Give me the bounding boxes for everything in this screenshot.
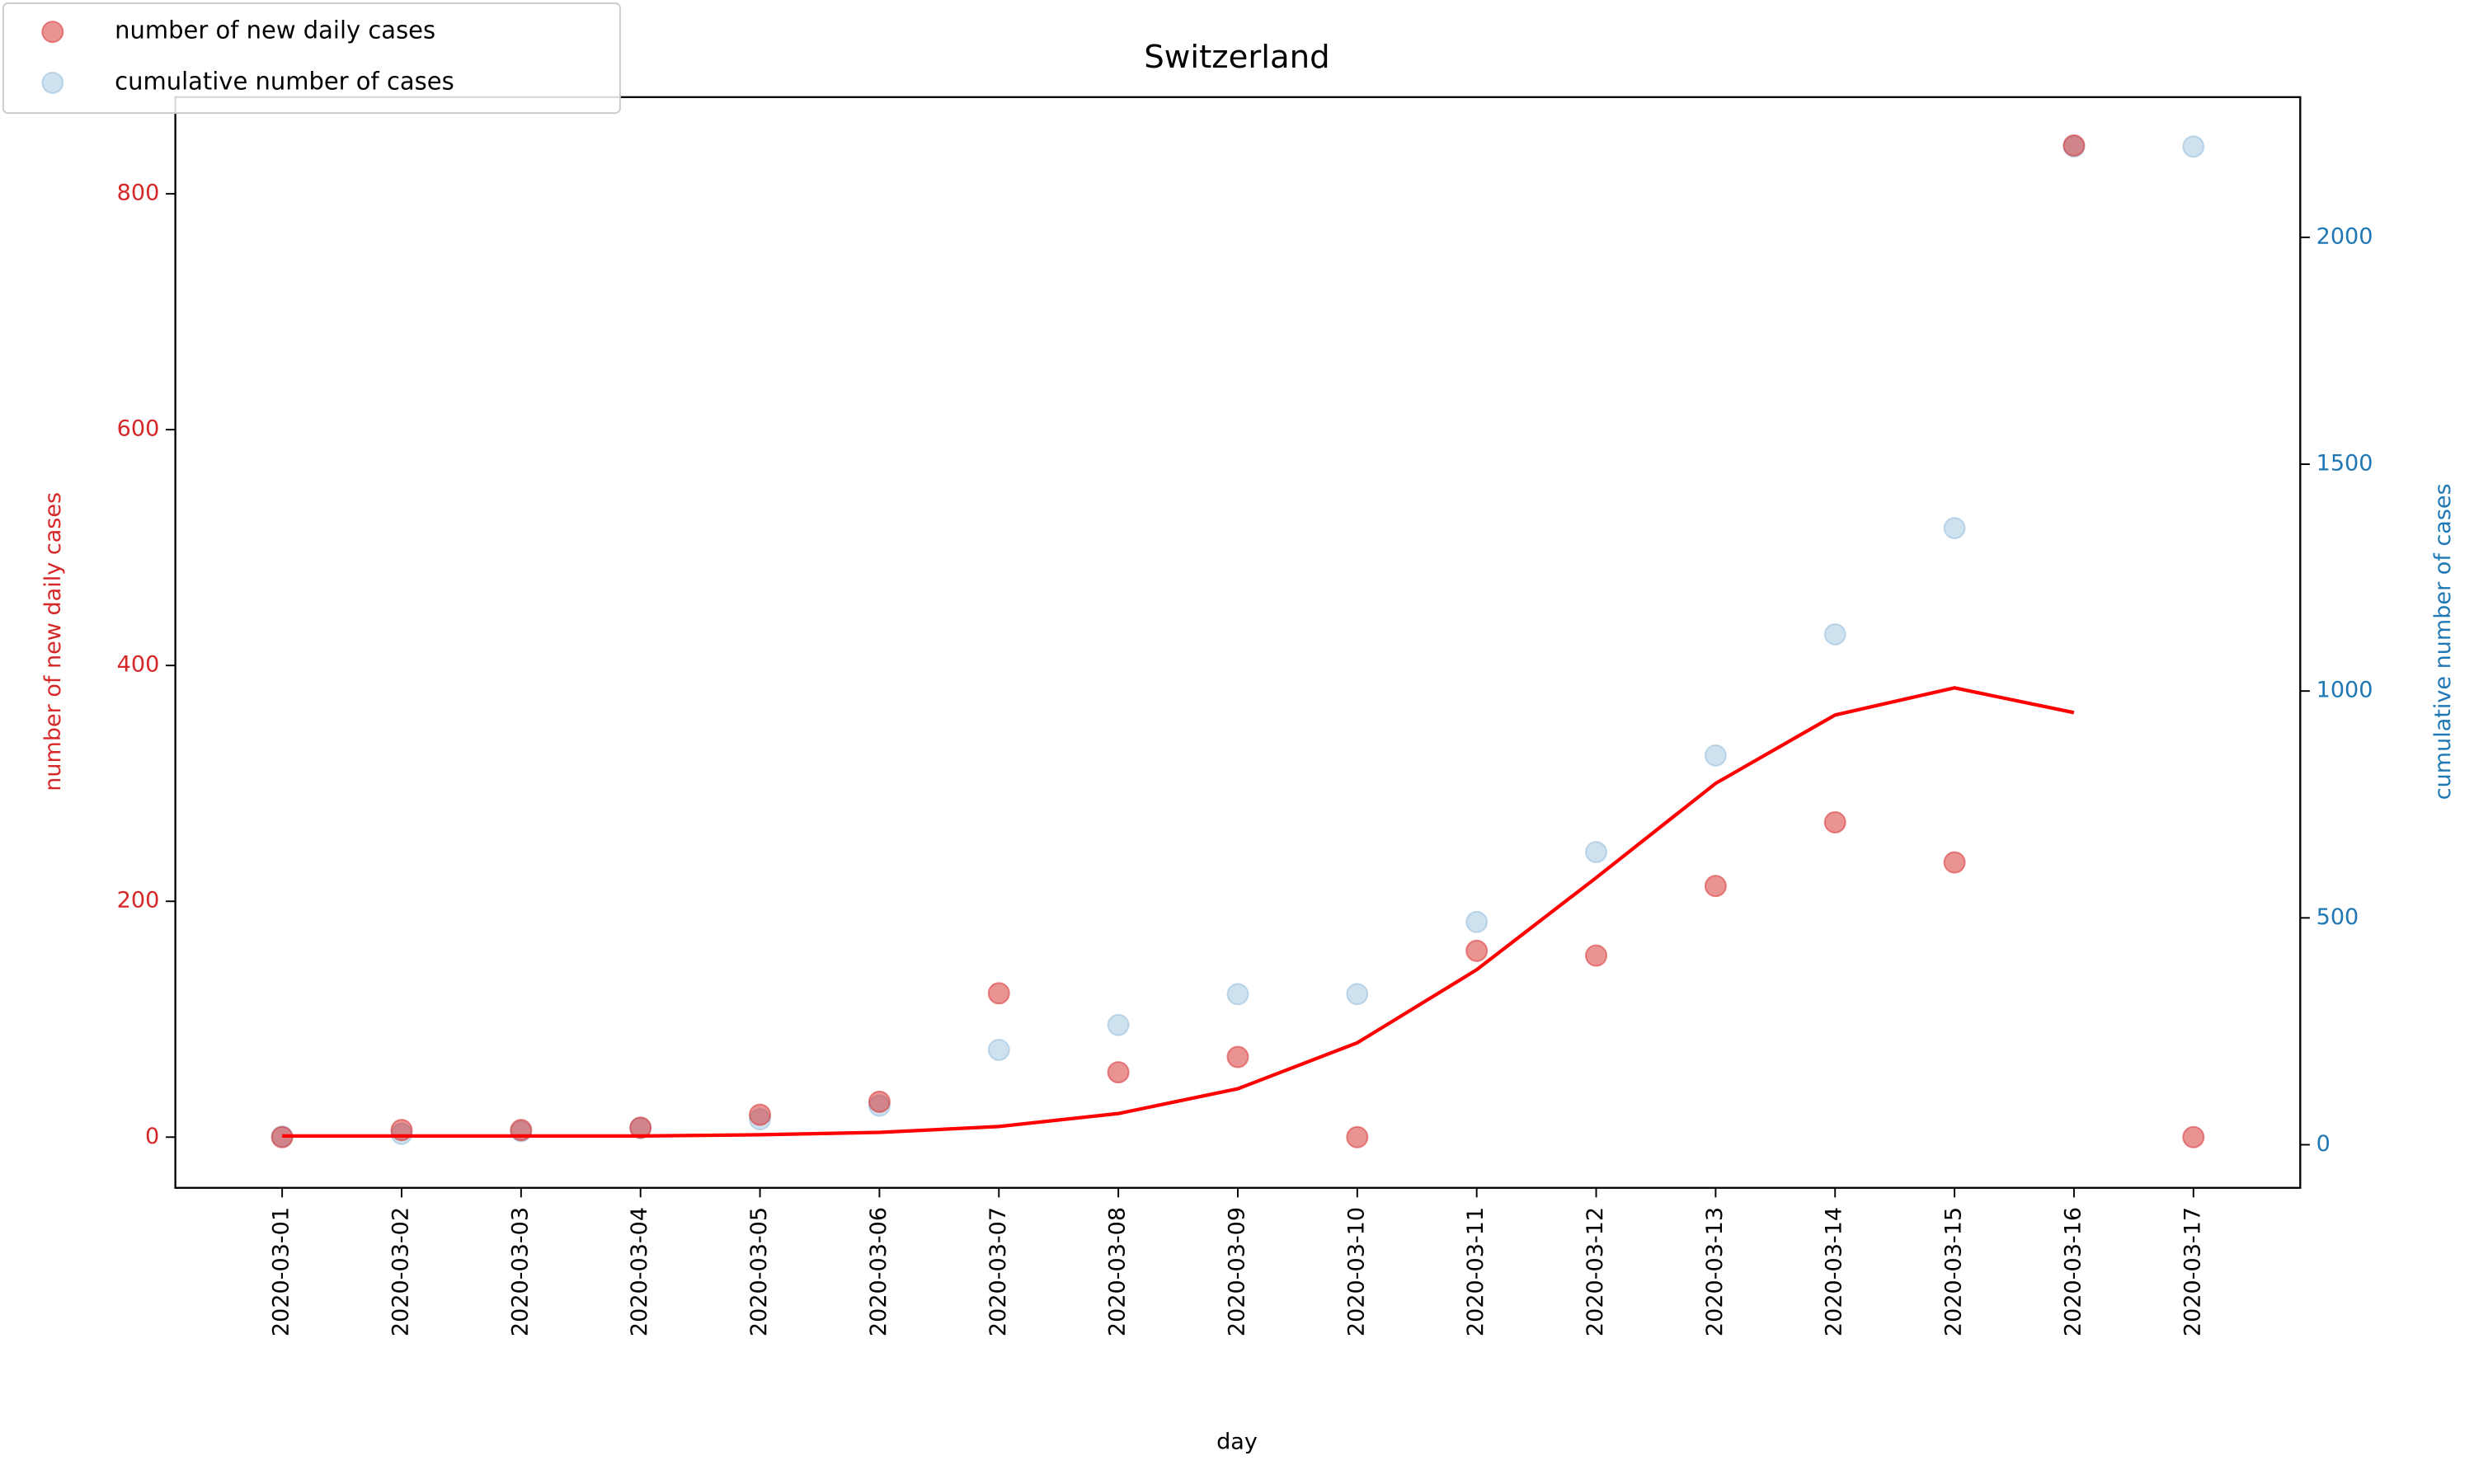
x-tick-label: 2020-03-16 [2060, 1207, 2086, 1336]
point [1584, 944, 1608, 967]
y-tick-label: 400 [117, 652, 160, 678]
y2-tick-label: 1500 [2316, 451, 2373, 477]
point [868, 1090, 891, 1113]
point [1107, 1013, 1130, 1036]
x-tick-label: 2020-03-05 [746, 1207, 772, 1336]
y-tick-label: 200 [117, 888, 160, 913]
x-tick-label: 2020-03-12 [1583, 1207, 1608, 1336]
point [1823, 810, 1846, 834]
legend-marker [41, 21, 64, 44]
legend-box [2, 2, 621, 115]
point [1346, 983, 1369, 1006]
x-tick-label: 2020-03-14 [1822, 1207, 1847, 1336]
legend-label: number of new daily cases [115, 16, 435, 45]
x-tick-label: 2020-03-01 [269, 1207, 294, 1336]
x-tick-label: 2020-03-08 [1105, 1207, 1131, 1336]
x-tick-label: 2020-03-02 [388, 1207, 413, 1336]
point [1943, 517, 1966, 540]
x-tick-label: 2020-03-09 [1224, 1207, 1249, 1336]
point [1107, 1061, 1130, 1084]
y-axis-label: number of new daily cases [40, 492, 66, 791]
point [2182, 1125, 2205, 1148]
legend-label: cumulative number of cases [115, 67, 454, 95]
point [1823, 622, 1846, 646]
x-tick-label: 2020-03-13 [1702, 1207, 1728, 1336]
chart-title: Switzerland [1144, 39, 1329, 76]
point [987, 982, 1010, 1005]
y2-tick-label: 0 [2316, 1131, 2331, 1157]
point [1704, 875, 1727, 898]
point [1226, 983, 1249, 1006]
point [1465, 939, 1489, 962]
legend-marker [41, 71, 64, 94]
point [1346, 1125, 1369, 1148]
point [2062, 134, 2086, 157]
y-tick-label: 800 [117, 181, 160, 206]
point [2182, 135, 2205, 158]
x-tick-label: 2020-03-10 [1343, 1207, 1369, 1336]
y2-tick-label: 2000 [2316, 223, 2373, 249]
plot-frame [174, 96, 2302, 1189]
point [1465, 910, 1489, 933]
point [1226, 1045, 1249, 1068]
point [1584, 841, 1608, 864]
point [987, 1038, 1010, 1061]
x-axis-label: day [1216, 1429, 1258, 1454]
y2-tick-label: 500 [2316, 904, 2359, 930]
y2-tick-label: 1000 [2316, 678, 2373, 703]
point [629, 1116, 652, 1139]
x-tick-label: 2020-03-15 [1941, 1207, 1967, 1336]
x-tick-label: 2020-03-11 [1463, 1207, 1489, 1336]
trend-line [282, 686, 2075, 1138]
point [1943, 851, 1966, 874]
point [749, 1103, 772, 1126]
y2-axis-label: cumulative number of cases [2430, 483, 2456, 800]
y-tick-label: 0 [145, 1124, 159, 1149]
x-tick-label: 2020-03-06 [866, 1207, 891, 1336]
x-tick-label: 2020-03-04 [627, 1207, 652, 1336]
x-tick-label: 2020-03-17 [2180, 1207, 2205, 1336]
x-tick-label: 2020-03-07 [985, 1207, 1011, 1336]
point [1704, 744, 1727, 767]
x-tick-label: 2020-03-03 [507, 1207, 533, 1336]
y-tick-label: 600 [117, 416, 160, 442]
